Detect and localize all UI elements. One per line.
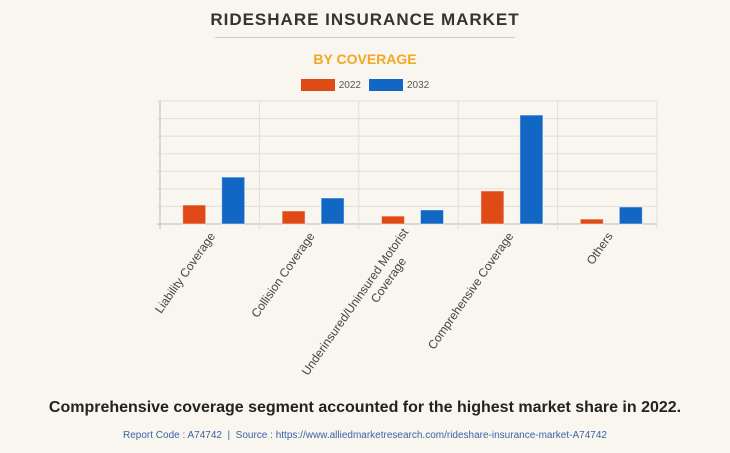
x-tick-label: Underinsured/Uninsured MotoristCoverage [299,225,424,386]
x-tick-label: Comprehensive Coverage [425,229,517,351]
legend: 2022 2032 [0,79,730,91]
x-tick-label: Collision Coverage [248,229,317,320]
chart-title: RIDESHARE INSURANCE MARKET [210,10,520,29]
bar-2032 [618,206,643,225]
source-line: Report Code : A74742 | Source : https://… [0,430,730,441]
legend-item-2022[interactable]: 2022 [300,79,361,91]
bar-2022 [480,190,505,225]
source-text: Report Code : A74742 | Source : https://… [123,430,607,441]
bar-2022 [182,204,207,225]
bar-2022 [281,210,306,225]
chart-caption: Comprehensive coverage segment accounted… [48,399,682,416]
bar-2022 [381,215,405,225]
bar-2032 [519,114,544,225]
title-divider [215,37,515,38]
x-tick-label: Liability Coverage [152,229,218,315]
x-tick-label: Others [584,230,616,268]
bar-chart: Liability Coverage Collision CoverageUnde… [152,100,658,386]
legend-item-2032[interactable]: 2032 [369,79,429,91]
legend-label: 2022 [338,79,361,91]
chart-subtitle: BY COVERAGE [313,51,417,67]
bar-2032 [320,197,345,225]
legend-label: 2032 [407,79,430,91]
legend-swatch [369,79,403,91]
bar-2022 [579,218,604,225]
bar-2032 [420,209,444,225]
legend-swatch [300,79,335,91]
bar-2032 [221,176,246,225]
